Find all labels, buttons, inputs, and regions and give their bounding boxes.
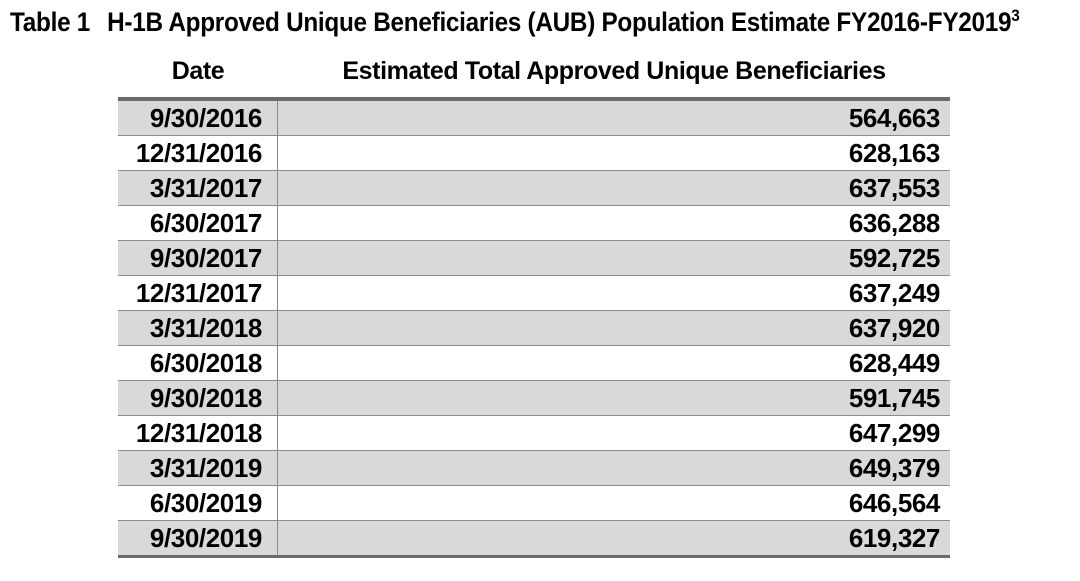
- date-cell: 6/30/2019: [118, 486, 278, 520]
- date-cell: 12/31/2016: [118, 136, 278, 170]
- date-cell: 9/30/2018: [118, 381, 278, 415]
- date-cell: 9/30/2019: [118, 521, 278, 555]
- column-header-estimated-total: Estimated Total Approved Unique Benefici…: [342, 57, 886, 85]
- date-cell: 9/30/2017: [118, 241, 278, 275]
- table-row: 9/30/2016 564,663: [118, 101, 950, 135]
- date-cell: 6/30/2017: [118, 206, 278, 240]
- beneficiaries-value-cell: 564,663: [848, 102, 941, 133]
- table-row: 3/31/2017 637,553: [118, 170, 950, 205]
- date-cell: 12/31/2018: [118, 416, 278, 450]
- date-cell: 12/31/2017: [118, 276, 278, 310]
- table-row: 6/30/2018 628,449: [118, 345, 950, 380]
- beneficiaries-value-cell: 628,163: [848, 137, 941, 168]
- table-row: 3/31/2018 637,920: [118, 310, 950, 345]
- table-header-row: Date Estimated Total Approved Unique Ben…: [118, 57, 950, 86]
- table-row: 9/30/2019 619,327: [118, 520, 950, 555]
- column-header-date: Date: [171, 57, 225, 85]
- table-row: 9/30/2018 591,745: [118, 380, 950, 415]
- date-cell: 3/31/2018: [118, 311, 278, 345]
- beneficiaries-value-cell: 628,449: [848, 347, 941, 378]
- beneficiaries-value-cell: 647,299: [848, 417, 941, 448]
- beneficiaries-value-cell: 646,564: [848, 487, 941, 518]
- table-body: 9/30/2016 564,663 12/31/2016 628,163 3/31/20…: [118, 97, 950, 558]
- beneficiaries-value-cell: 636,288: [848, 207, 941, 238]
- beneficiaries-value-cell: 591,745: [848, 382, 941, 413]
- beneficiaries-value-cell: 592,725: [848, 242, 941, 273]
- beneficiaries-value-cell: 637,553: [848, 172, 941, 203]
- date-cell: 9/30/2016: [118, 101, 278, 135]
- date-cell: 6/30/2018: [118, 346, 278, 380]
- date-cell: 3/31/2017: [118, 171, 278, 205]
- table-row: 9/30/2017 592,725: [118, 240, 950, 275]
- date-cell: 3/31/2019: [118, 451, 278, 485]
- table-row: 6/30/2017 636,288: [118, 205, 950, 240]
- table-row: 12/31/2016 628,163: [118, 135, 950, 170]
- table-row: 3/31/2019 649,379: [118, 450, 950, 485]
- table-title: Table 1 H-1B Approved Unique Beneficiarie…: [10, 6, 1020, 38]
- table-title-label: Table 1: [10, 7, 91, 37]
- beneficiaries-value-cell: 619,327: [848, 522, 941, 553]
- table-row: 12/31/2017 637,249: [118, 275, 950, 310]
- table-title-text: H-1B Approved Unique Beneficiaries (AUB)…: [107, 7, 1012, 37]
- table-title-footnote-marker: 3: [1011, 6, 1020, 25]
- beneficiaries-value-cell: 637,249: [848, 277, 941, 308]
- beneficiaries-value-cell: 649,379: [848, 452, 941, 483]
- table-row: 12/31/2018 647,299: [118, 415, 950, 450]
- table-row: 6/30/2019 646,564: [118, 485, 950, 520]
- beneficiaries-value-cell: 637,920: [848, 312, 941, 343]
